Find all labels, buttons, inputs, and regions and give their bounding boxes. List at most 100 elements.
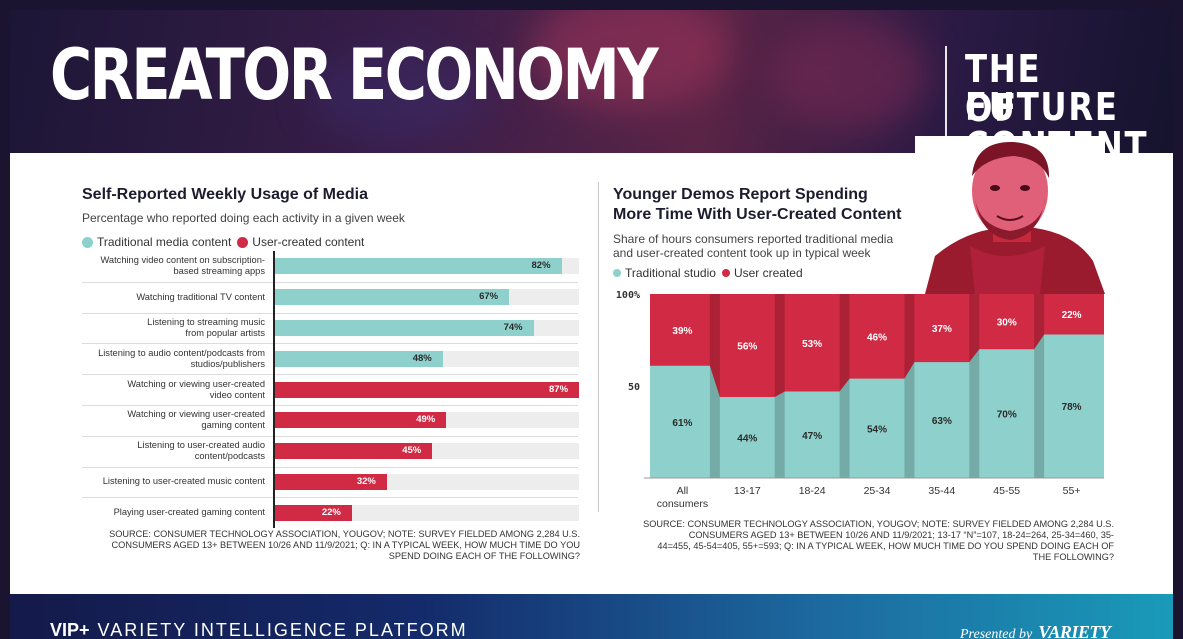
traditional-value-label: 47% <box>802 431 822 442</box>
bar-row-label-text: Watching or viewing user-created gaming c… <box>127 409 265 431</box>
right-chart-legend: Traditional studio User created <box>613 266 809 280</box>
row-separator <box>82 281 578 283</box>
traditional-value-label: 70% <box>997 410 1017 421</box>
row-separator <box>82 343 578 345</box>
user-created-value-label: 22% <box>1062 310 1082 321</box>
bar-row-label-line: Listening to user-created music content <box>102 476 265 487</box>
bar <box>275 350 443 367</box>
footer-brand-vip: VIP+ <box>50 620 90 639</box>
bar-row-label-text: Listening to user-created music content <box>103 476 265 487</box>
bar <box>275 381 579 398</box>
panel-divider <box>598 182 599 512</box>
bar-row-label: Listening to user-created music content <box>75 467 265 498</box>
left-chart-title: Self-Reported Weekly Usage of Media <box>82 186 368 203</box>
legend-label-traditional-studio: Traditional studio <box>625 266 716 280</box>
row-separator <box>82 497 578 499</box>
row-separator <box>82 405 578 406</box>
bar-row-label-line: based streaming apps <box>173 266 265 277</box>
right-source-line4: THE FOLLOWING? <box>1032 552 1114 562</box>
footer-brand: VIP+ VARIETY INTELLIGENCE PLATFORM <box>50 620 468 639</box>
column-shade <box>774 294 785 478</box>
left-source-line2: CONSUMERS AGED 13+ BETWEEN 10/26 AND 11/… <box>111 540 580 550</box>
legend-swatch-user-created <box>721 269 730 277</box>
bar <box>275 412 447 429</box>
bar-row-label-line: Watching or viewing user-created <box>127 378 265 389</box>
right-source-line2: CONSUMERS AGED 13+ BETWEEN 10/26 AND 11/… <box>688 530 1114 540</box>
bar-row-label-text: Watching or viewing user-created video co… <box>127 379 265 401</box>
x-tick-label: 13-17 <box>734 485 761 497</box>
right-source-line1: SOURCE: CONSUMER TECHNOLOGY ASSOCIATION,… <box>643 519 1114 529</box>
right-chart-subtitle-line2: and user-created content took up in typi… <box>613 246 871 260</box>
bar-row-label-line: Listening to user-created audio <box>137 440 265 451</box>
bar-value-label: 87% <box>549 383 569 395</box>
bar-value-label: 49% <box>416 414 436 426</box>
bar <box>275 289 510 306</box>
bar-row-label-line: video content <box>209 389 265 400</box>
bar-row-label: Listening to streaming music from popular… <box>75 313 265 344</box>
x-tick-label: 45-55 <box>993 485 1020 497</box>
traditional-area <box>650 334 1104 478</box>
bar-row-label-line: Listening to audio content/podcasts from <box>98 347 265 358</box>
bar-value-label: 45% <box>402 445 422 457</box>
header-divider <box>945 46 947 153</box>
bar-row-label-line: Playing user-created gaming content <box>113 507 265 518</box>
x-tick-label: 25-34 <box>864 485 891 497</box>
bar-row-label: Listening to audio content/podcasts from… <box>75 343 265 374</box>
bar-axis-line <box>273 251 275 529</box>
right-source-note: SOURCE: CONSUMER TECHNOLOGY ASSOCIATION,… <box>620 519 1114 563</box>
row-separator <box>82 312 578 314</box>
bar-row-label-line: Watching or viewing user-created <box>127 409 265 420</box>
column-shade <box>904 294 915 478</box>
legend-item-user-created: User created <box>721 266 803 280</box>
x-tick-label: 18-24 <box>799 485 826 497</box>
bar <box>275 443 433 460</box>
bar-row-label-text: Watching traditional TV content <box>136 292 265 303</box>
bar-value-label: 48% <box>412 352 432 364</box>
x-tick-label: consumers <box>657 498 708 510</box>
legend-label-user: User-created content <box>252 235 365 249</box>
footer-brand-text: VARIETY INTELLIGENCE PLATFORM <box>97 620 468 639</box>
bar-row-label-line: studios/publishers <box>190 358 265 369</box>
right-chart-title: Younger Demos Report Spending More Time … <box>613 185 901 225</box>
bar-row-label-line: from popular artists <box>185 327 265 338</box>
bar-row-label-line: Watching traditional TV content <box>136 291 265 302</box>
legend-label-user-created: User created <box>733 266 803 280</box>
bar-row-label-line: content/podcasts <box>194 451 265 462</box>
column-shade <box>839 294 850 478</box>
bar-value-label: 67% <box>479 291 499 303</box>
bar-row-label-text: Watching video content on subscription-b… <box>100 255 265 277</box>
variety-logo: VARIETY <box>1038 622 1111 639</box>
user-created-value-label: 53% <box>802 339 822 350</box>
right-source-line3: 44=455, 45-54=405, 55+=593; Q: IN A TYPI… <box>657 541 1114 551</box>
header-subtitle-line1: THE FUTURE <box>965 47 1119 129</box>
right-chart-subtitle-line1: Share of hours consumers reported tradit… <box>613 232 894 246</box>
left-source-note: SOURCE: CONSUMER TECHNOLOGY ASSOCIATION,… <box>40 529 580 562</box>
bar <box>275 320 534 336</box>
bar-value-label: 32% <box>356 476 376 487</box>
bar-row-label-text: Playing user-created gaming content <box>114 507 265 518</box>
footer-bar: VIP+ VARIETY INTELLIGENCE PLATFORM Presen… <box>10 594 1173 639</box>
x-tick-label: All <box>677 485 689 497</box>
bar-value-label: 74% <box>503 322 523 333</box>
traditional-value-label: 44% <box>737 434 757 445</box>
right-chart-title-line1: Younger Demos Report Spending <box>613 186 868 203</box>
bar <box>275 504 352 521</box>
legend-swatch-traditional <box>82 236 93 248</box>
column-shade <box>969 294 980 478</box>
column-shade <box>1034 294 1045 478</box>
header-banner: CREATOR ECONOMY THE FUTURE OF CONTENT <box>10 10 1173 153</box>
row-separator <box>82 466 578 468</box>
legend-item-user: User-created content <box>237 235 364 249</box>
bar-row-label: Playing user-created gaming content <box>75 497 265 528</box>
bar-row-label-text: Listening to audio content/podcasts from… <box>98 348 265 370</box>
user-created-value-label: 46% <box>867 332 887 343</box>
bar-row-label-line: Watching video content on subscription- <box>100 255 265 266</box>
row-separator <box>82 374 578 376</box>
user-created-value-label: 37% <box>932 324 952 335</box>
traditional-value-label: 63% <box>932 416 952 427</box>
bar-row-label-text: Listening to user-created audio content/p… <box>137 440 265 462</box>
bar-value-label: 22% <box>321 506 341 518</box>
bar-row-label: Watching video content on subscription-b… <box>75 251 265 282</box>
row-separator <box>82 435 578 437</box>
